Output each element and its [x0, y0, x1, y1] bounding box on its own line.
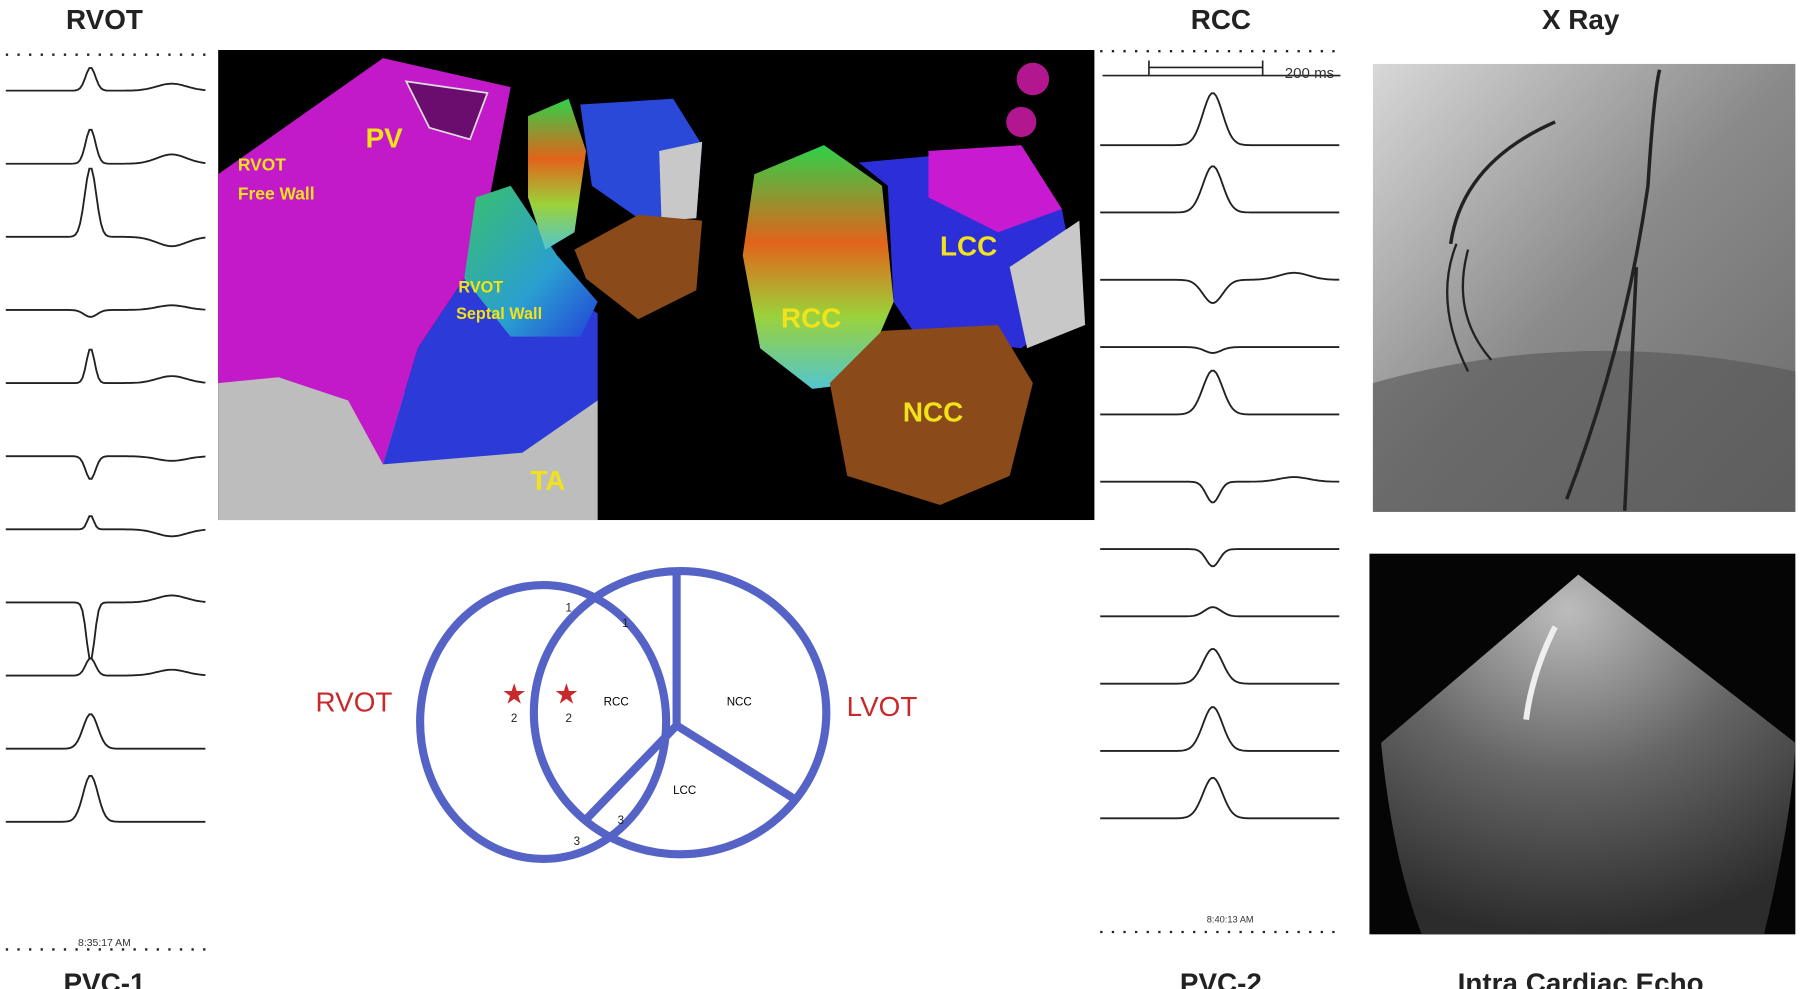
scale-label: 200 ms — [1285, 65, 1334, 82]
map-label: Septal Wall — [456, 305, 542, 323]
site-number: 2 — [511, 712, 517, 725]
map-label: LCC — [940, 230, 997, 261]
site-number: 2 — [565, 712, 571, 725]
site-number: 1 — [565, 602, 571, 615]
ecg-trace — [5, 455, 206, 480]
star: ★ — [554, 678, 579, 709]
panel-title: RVOT — [66, 4, 143, 35]
map-label: NCC — [903, 396, 963, 427]
ecg-trace — [1100, 606, 1340, 618]
ecg-trace — [1100, 548, 1340, 568]
ecg-trace — [1100, 271, 1340, 304]
ecg-traces — [1100, 92, 1340, 820]
cusp-diagram: RVOT LVOT RCC NCC LCC 1 1 2 2 3 3 ★ ★ — [316, 567, 918, 863]
ecg-trace — [5, 594, 206, 660]
ecg-trace — [1100, 476, 1340, 504]
ecg-trace — [1100, 369, 1340, 416]
ecg-trace — [5, 128, 206, 165]
outflow-label: RVOT — [316, 687, 393, 718]
ecg-trace — [5, 515, 206, 538]
map-label: Free Wall — [238, 184, 315, 204]
ecg-trace — [5, 657, 206, 677]
ecg-trace — [5, 348, 206, 385]
timestamp: 8:35:17 AM — [78, 938, 131, 949]
echo-image — [1369, 553, 1796, 935]
ecg-trace — [1100, 776, 1340, 820]
ecg-trace — [1100, 706, 1340, 752]
panel-title: RCC — [1191, 4, 1251, 35]
cusp-label: RCC — [604, 696, 629, 709]
ecg-trace — [1100, 92, 1340, 147]
scale-bar — [1102, 60, 1341, 77]
map-label: TA — [530, 465, 565, 496]
map-label: RVOT — [238, 155, 286, 175]
star: ★ — [502, 678, 527, 709]
ecg-traces — [5, 50, 1341, 951]
electroanatomic-map: PV RVOT Free Wall RVOT Septal Wall TA RC… — [218, 50, 1095, 521]
site-number: 3 — [618, 814, 624, 827]
ecg-trace — [1100, 648, 1340, 685]
panel-title: X Ray — [1542, 4, 1620, 35]
site-number: 1 — [622, 617, 628, 630]
map-label: RVOT — [458, 279, 503, 297]
ecg-trace — [1100, 165, 1340, 214]
ecg-trace — [5, 775, 206, 823]
cusp-label: LCC — [673, 784, 696, 797]
site-number: 3 — [574, 835, 580, 848]
ecg-trace — [1100, 346, 1340, 354]
ecg-trace — [5, 713, 206, 750]
panel-footer: PVC-1 — [63, 967, 145, 989]
panel-footer: Intra Cardiac Echo — [1458, 967, 1704, 989]
timestamp: 8:40:13 AM — [1207, 915, 1254, 925]
cusp-label: NCC — [727, 696, 752, 709]
xray-image — [1372, 63, 1796, 512]
ecg-trace — [5, 167, 206, 248]
ecg-trace — [5, 67, 206, 92]
map-label: PV — [366, 122, 404, 153]
panel-footer: PVC-2 — [1180, 967, 1262, 989]
outflow-label: LVOT — [847, 691, 918, 722]
map-label: RCC — [781, 302, 841, 333]
ecg-trace — [5, 304, 206, 318]
